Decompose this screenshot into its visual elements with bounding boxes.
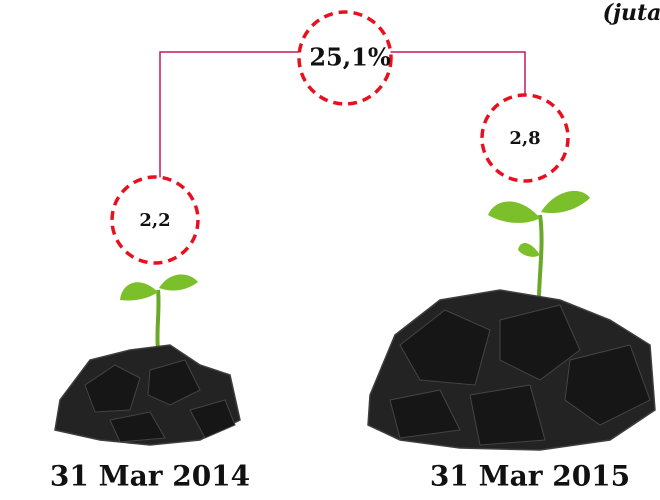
callout-label: 2,2 bbox=[139, 210, 170, 231]
coal-pile-left bbox=[55, 274, 240, 445]
callout-label: 2,8 bbox=[509, 128, 540, 149]
date-label: 31 Mar 2015 bbox=[430, 460, 630, 493]
unit-note: (juta bbox=[603, 0, 660, 26]
coal-pile-right bbox=[368, 191, 655, 450]
infographic: (juta 2,2 2,8 25,1% 31 Mar 2014 31 Mar 2… bbox=[0, 0, 660, 500]
date-label: 31 Mar 2014 bbox=[50, 460, 250, 493]
growth-label: 25,1% bbox=[309, 43, 390, 72]
